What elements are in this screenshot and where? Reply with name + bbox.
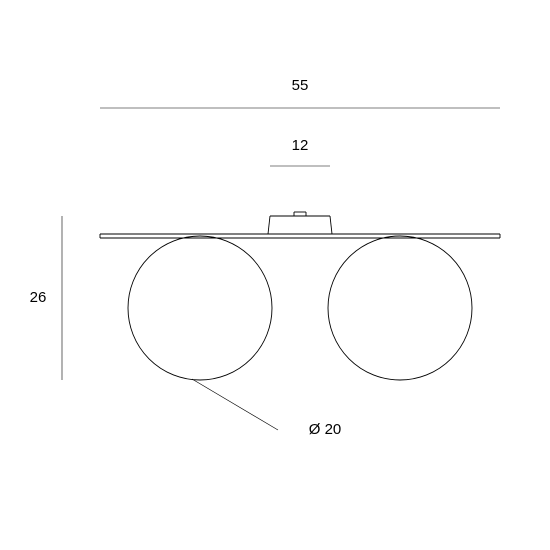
mount-side: [268, 216, 270, 234]
globe-2: [328, 236, 472, 380]
mount-side: [330, 216, 332, 234]
technical-drawing: 55 12 26 Ø 20: [0, 0, 550, 550]
dim-label-diameter: Ø 20: [309, 421, 342, 438]
dim-label-height: 26: [30, 289, 47, 306]
dim-leader-diameter: [192, 379, 278, 430]
globe-1: [128, 236, 272, 380]
dim-label-total-width: 55: [292, 77, 309, 94]
dim-label-mount-width: 12: [292, 137, 309, 154]
